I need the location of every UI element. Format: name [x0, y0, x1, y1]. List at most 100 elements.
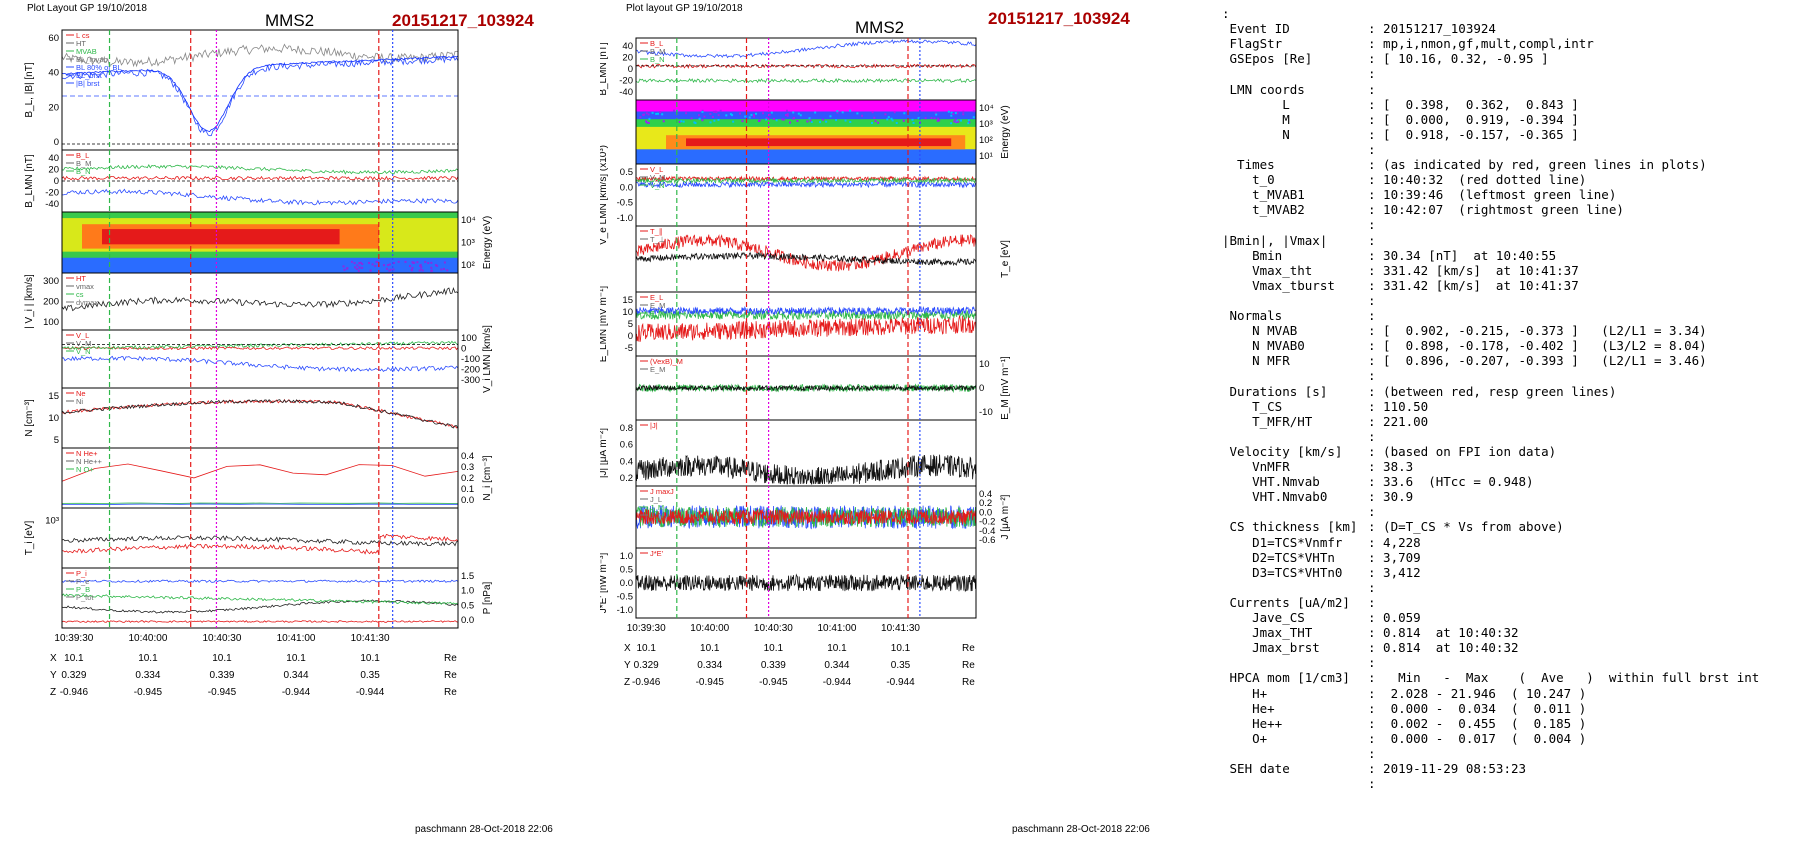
- jlmn-ytick-right: -0.6: [979, 535, 995, 546]
- b-mag-trace-1: [61, 55, 459, 137]
- time-tick-label: 10:40:00: [128, 633, 167, 644]
- time-tick-label: 10:41:00: [817, 623, 856, 634]
- density-legend-item: Ni: [76, 397, 83, 406]
- info-value: :: [1368, 594, 1376, 610]
- panel-jlmn: 0.40.20.0-0.2-0.4-0.6 J [μA m⁻²] J maxJJ_L…: [635, 485, 1011, 549]
- ti-ylabel: T_i [eV]: [24, 521, 35, 556]
- pos-value: 10.1: [64, 653, 84, 664]
- pos-value: -0.944: [823, 677, 852, 688]
- pos-row-label: Y: [50, 670, 57, 681]
- info-value: : (based on FPI ion data): [1368, 443, 1557, 459]
- panel-elec-spec: 10⁴ 10³ 10² 10¹ Energy (eV): [635, 99, 1011, 165]
- b-mag-legend-item: MVAB: [76, 47, 97, 56]
- info-value: : 0.000 - 0.034 ( 0.011 ): [1368, 700, 1587, 716]
- pos-value: -0.945: [134, 687, 163, 698]
- b-lmn2-legend-item: B_L: [650, 39, 663, 48]
- ve-lmn-trace-1: [635, 176, 977, 185]
- info-key: :: [1222, 6, 1230, 21]
- info-key: N MFR: [1222, 353, 1290, 369]
- pos-value: -0.946: [632, 677, 661, 688]
- info-value: :: [1368, 368, 1376, 384]
- info-key: Durations [s]: [1222, 383, 1328, 399]
- ion-spec-ytick-right: 10³: [461, 238, 475, 249]
- panel-te: T_e [eV] T_∥T_⊥: [635, 225, 1011, 293]
- pos-row-label: X: [624, 643, 631, 654]
- vi-lmn-right-label: V_i LMN [km/s]: [482, 325, 493, 393]
- info-key: LMN coords: [1222, 81, 1305, 97]
- ve-lmn-ytick: 0.5: [620, 167, 633, 178]
- info-key: |Bmin|, |Vmax|: [1222, 232, 1328, 248]
- chart-title: MMS2: [265, 11, 314, 30]
- info-key: Times: [1222, 157, 1275, 172]
- vi-lmn-trace-0: [61, 346, 459, 351]
- vi-mag-frame: [61, 272, 459, 331]
- info-value: : 331.42 [km/s] at 10:41:37: [1368, 277, 1579, 293]
- vi-lmn-trace-1: [61, 340, 459, 350]
- time-tick-label: 10:41:00: [277, 633, 316, 644]
- info-value: : 3,412: [1368, 564, 1421, 580]
- info-value: : 10:39:46 (leftmost green line): [1368, 187, 1617, 203]
- info-key: M: [1222, 111, 1290, 127]
- info-key: N MVAB: [1222, 323, 1298, 339]
- info-key: Velocity [km/s]: [1222, 443, 1343, 459]
- time-tick-label: 10:40:30: [754, 623, 793, 634]
- elec-spec-spectrogram: [636, 100, 976, 164]
- e-lmn-ytick: -5: [625, 343, 633, 354]
- info-value: : 221.00: [1368, 413, 1429, 429]
- footer: paschmann 28-Oct-2018 22:06: [415, 824, 553, 835]
- b-mag-legend-item: L cs: [76, 31, 90, 40]
- e-lmn-legend-item: E_M: [650, 301, 665, 310]
- b-lmn2-ytick: -40: [619, 87, 633, 98]
- e-lmn-ytick: 15: [622, 295, 633, 306]
- vi-mag-ytick: 100: [43, 317, 59, 328]
- hpca-legend-item: N He++: [76, 457, 102, 466]
- pos-row-label: X: [50, 653, 57, 664]
- info-value: : [ 0.896, -0.207, -0.393 ] (L2/L1 = 3.4…: [1368, 353, 1707, 369]
- ve-lmn-frame: [635, 163, 977, 227]
- info-key: SEH date: [1222, 761, 1290, 776]
- middle-time-ticks: 10:39:30 10:40:00 10:40:30 10:41:00 10:41:30: [627, 623, 921, 634]
- pos-row-label: Z: [50, 687, 56, 698]
- pos-value: 10.1: [212, 653, 232, 664]
- info-key: He+: [1222, 700, 1275, 716]
- vi-lmn-legend-item: V_N: [76, 347, 91, 356]
- pos-value: -0.945: [759, 677, 788, 688]
- ti-trace-1: [61, 533, 459, 555]
- info-value: : 0.814 at 10:40:32: [1368, 640, 1519, 656]
- info-key: N MVAB0: [1222, 338, 1305, 354]
- b-lmn2-trace-2: [635, 77, 977, 84]
- info-value: : [ 0.902, -0.215, -0.373 ] (L2/L1 = 3.3…: [1368, 323, 1707, 339]
- b-mag-ytick: 0: [54, 137, 59, 148]
- vi-lmn-legend-item: V_L: [76, 331, 89, 340]
- b-lmn2-ytick: 40: [622, 41, 633, 52]
- event-id: 20151217_103924: [392, 11, 534, 30]
- chart-title: MMS2: [855, 18, 904, 37]
- info-value: : (as indicated by red, green lines in p…: [1368, 157, 1707, 172]
- pressure-trace-2: [61, 593, 459, 605]
- em-legend-item: E_M: [650, 365, 665, 374]
- b-lmn2-legend-item: B_N: [650, 55, 665, 64]
- b-lmn-ytick: 20: [48, 165, 59, 176]
- te-right-label: T_e [eV]: [1000, 240, 1011, 278]
- ti-trace-0: [61, 535, 459, 547]
- left-chart: Plot Layout GP 19/10/2018 MMS2 20151217_…: [24, 3, 553, 835]
- ve-lmn-legend-item: V_N: [650, 181, 665, 190]
- hpca-legend-item: N He+: [76, 449, 98, 458]
- info-value: :: [1368, 141, 1376, 157]
- hpca-ytick-right: 0.3: [461, 462, 474, 473]
- em-ytick-right: 10: [979, 359, 990, 370]
- b-mag-legend-item: HT: [76, 39, 86, 48]
- b-lmn2-ytick: 20: [622, 53, 633, 64]
- pos-value: 10.1: [764, 643, 784, 654]
- b-lmn-legend-item: B_L: [76, 151, 89, 160]
- info-key: N: [1222, 126, 1290, 142]
- pressure-legend-item: P_e: [76, 577, 89, 586]
- pos-value: 0.334: [135, 670, 160, 681]
- ion-spec-spectrogram: [62, 212, 458, 273]
- e-lmn-ytick: 0: [628, 331, 633, 342]
- hpca-frame: [61, 447, 459, 509]
